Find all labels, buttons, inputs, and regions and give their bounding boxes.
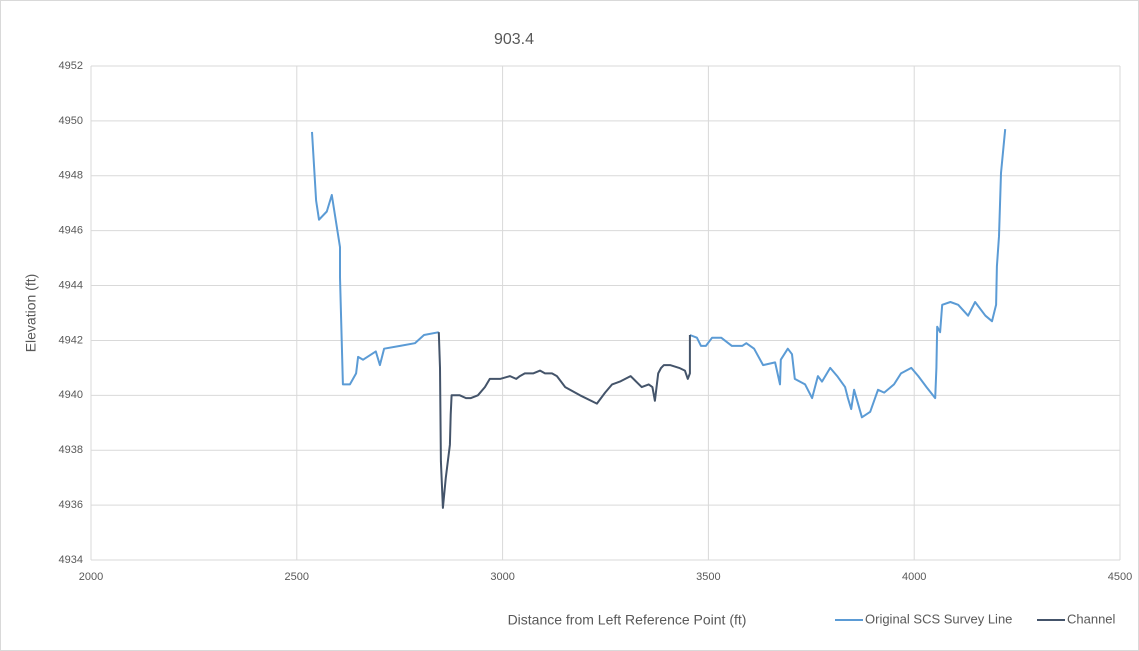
- x-tick-label: 2500: [285, 571, 309, 583]
- x-tick-label: 4000: [902, 571, 926, 583]
- chart-title: 903.4: [494, 31, 534, 48]
- y-axis-label: Elevation (ft): [23, 274, 39, 353]
- y-tick-label: 4950: [59, 115, 83, 127]
- x-tick-label: 3000: [490, 571, 514, 583]
- x-tick-label: 3500: [696, 571, 720, 583]
- y-tick-label: 4940: [59, 389, 83, 401]
- series-line: [437, 332, 691, 509]
- y-tick-label: 4946: [59, 225, 83, 237]
- y-tick-label: 4942: [59, 334, 83, 346]
- x-tick-label: 2000: [79, 571, 103, 583]
- series-line: [311, 129, 1007, 419]
- y-tick-label: 4952: [59, 60, 83, 72]
- x-axis-label: Distance from Left Reference Point (ft): [508, 612, 747, 628]
- legend-label: Channel: [1067, 611, 1116, 626]
- y-tick-label: 4938: [59, 444, 83, 456]
- y-tick-label: 4944: [59, 279, 83, 291]
- y-tick-label: 4948: [59, 170, 83, 182]
- legend-label: Original SCS Survey Line: [865, 611, 1012, 626]
- y-tick-label: 4934: [59, 554, 83, 566]
- x-tick-label: 4500: [1108, 571, 1132, 583]
- y-tick-label: 4936: [59, 499, 83, 511]
